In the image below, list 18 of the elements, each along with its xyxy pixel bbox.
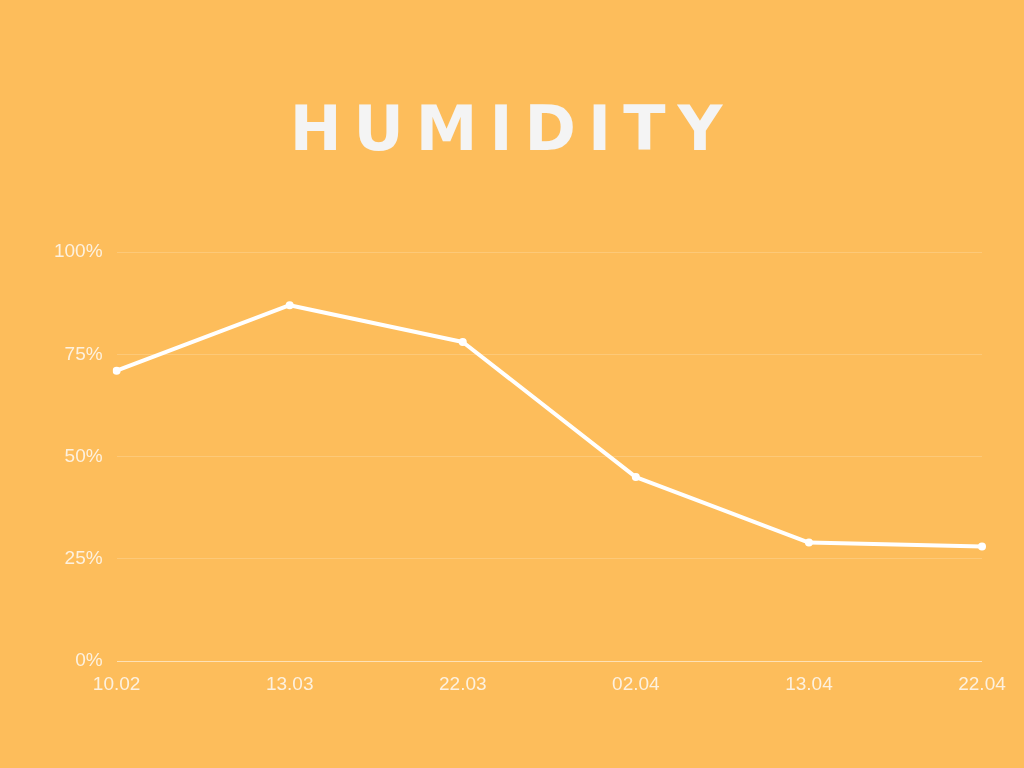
y-tick-label: 100%	[53, 240, 103, 262]
y-tick-label: 75%	[64, 342, 103, 364]
point	[804, 538, 813, 547]
point	[978, 542, 986, 551]
point	[285, 301, 294, 310]
y-tick-label: 25%	[64, 547, 103, 569]
x-tick-label: 22.03	[438, 672, 487, 694]
point	[458, 338, 467, 347]
point	[112, 366, 121, 375]
y-tick-label: 0%	[75, 649, 103, 671]
x-tick-label: 13.04	[785, 672, 834, 694]
chart-title: HUMIDITY	[288, 92, 736, 165]
x-tick-label: 13.03	[265, 672, 314, 694]
x-tick-label: 10.02	[92, 672, 141, 694]
y-tick-label: 50%	[64, 444, 103, 466]
x-tick-label: 02.04	[612, 672, 661, 694]
x-tick-label: 22.04	[958, 672, 1007, 694]
point	[631, 473, 640, 482]
